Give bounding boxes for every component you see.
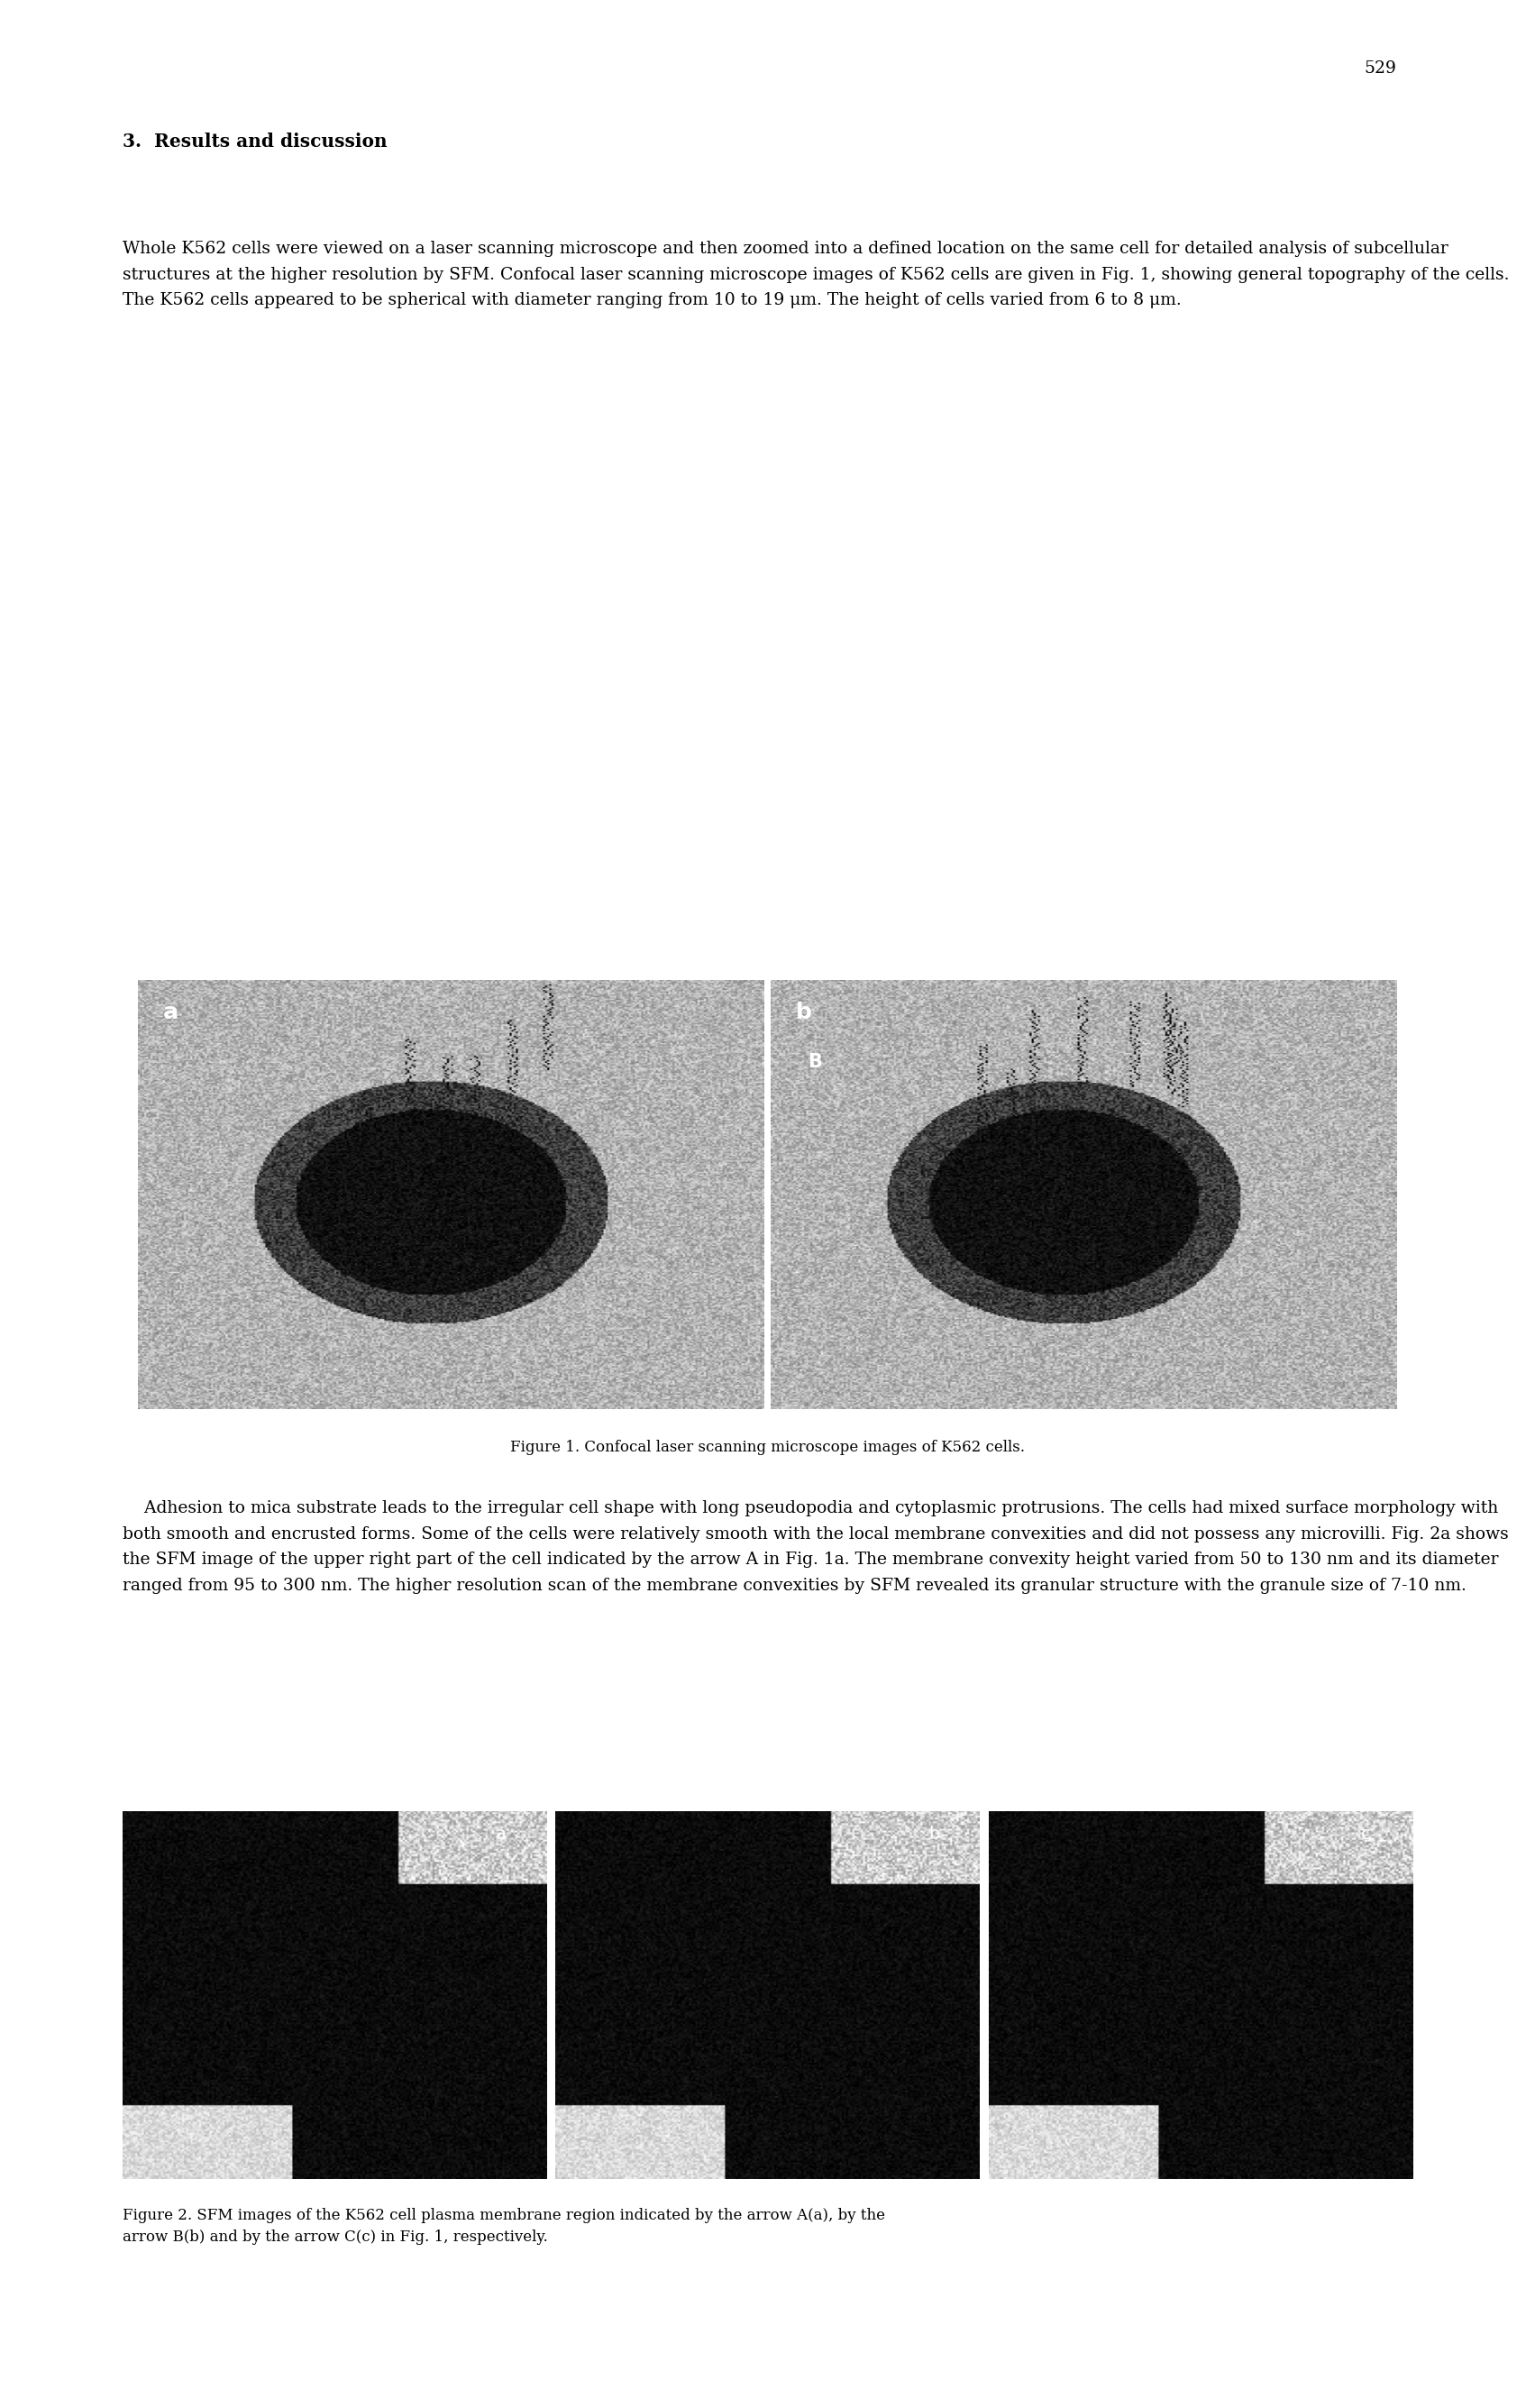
Text: b: b <box>929 1825 939 1842</box>
Text: Whole K562 cells were viewed on a laser scanning microscope and then zoomed into: Whole K562 cells were viewed on a laser … <box>123 241 1509 308</box>
Text: a: a <box>496 1825 507 1842</box>
Text: b: b <box>795 1002 812 1023</box>
Text: 529: 529 <box>1365 60 1397 77</box>
Text: Figure 2. SFM images of the K562 cell plasma membrane region indicated by the ar: Figure 2. SFM images of the K562 cell pl… <box>123 2208 886 2244</box>
Text: a: a <box>163 1002 178 1023</box>
Text: 3.  Results and discussion: 3. Results and discussion <box>123 132 387 149</box>
Text: Adhesion to mica substrate leads to the irregular cell shape with long pseudopod: Adhesion to mica substrate leads to the … <box>123 1500 1509 1594</box>
Text: Figure 1. Confocal laser scanning microscope images of K562 cells.: Figure 1. Confocal laser scanning micros… <box>510 1440 1025 1454</box>
Text: c: c <box>1362 1825 1371 1842</box>
Text: B: B <box>807 1052 823 1072</box>
